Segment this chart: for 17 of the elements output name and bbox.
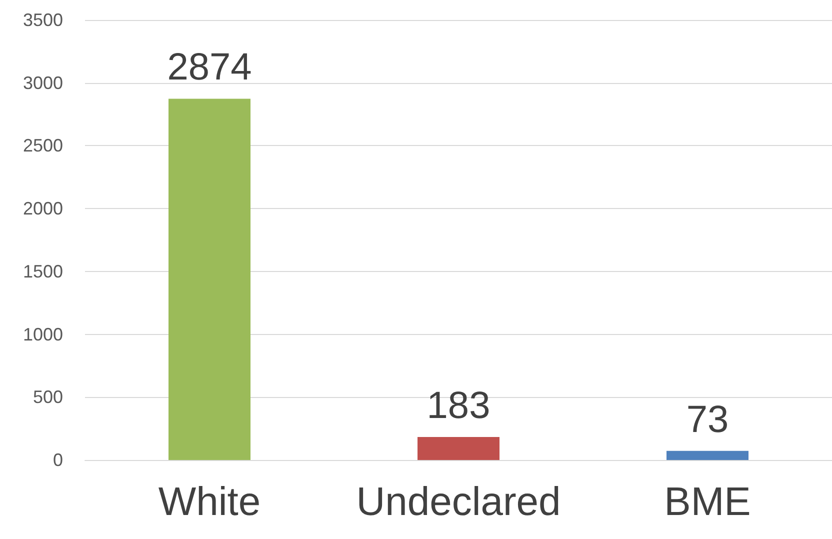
bar: [666, 450, 748, 460]
data-label: 73: [686, 398, 729, 441]
y-tick-label: 1000: [22, 324, 63, 344]
y-tick-label: 2000: [22, 198, 63, 219]
x-tick-label: White: [158, 480, 261, 524]
data-label: 2874: [167, 46, 252, 89]
y-tick-label: 500: [32, 387, 63, 408]
data-label: 183: [426, 384, 490, 427]
y-tick-label: 3500: [22, 10, 63, 30]
y-tick-label: 1500: [22, 261, 63, 282]
y-tick-label: 0: [52, 450, 63, 470]
x-tick-label: Undeclared: [356, 480, 561, 524]
x-tick-label: BME: [664, 480, 751, 524]
bar: [418, 436, 500, 460]
y-tick-label: 2500: [22, 136, 63, 156]
bar: [168, 98, 250, 460]
y-tick-label: 3000: [22, 72, 63, 93]
